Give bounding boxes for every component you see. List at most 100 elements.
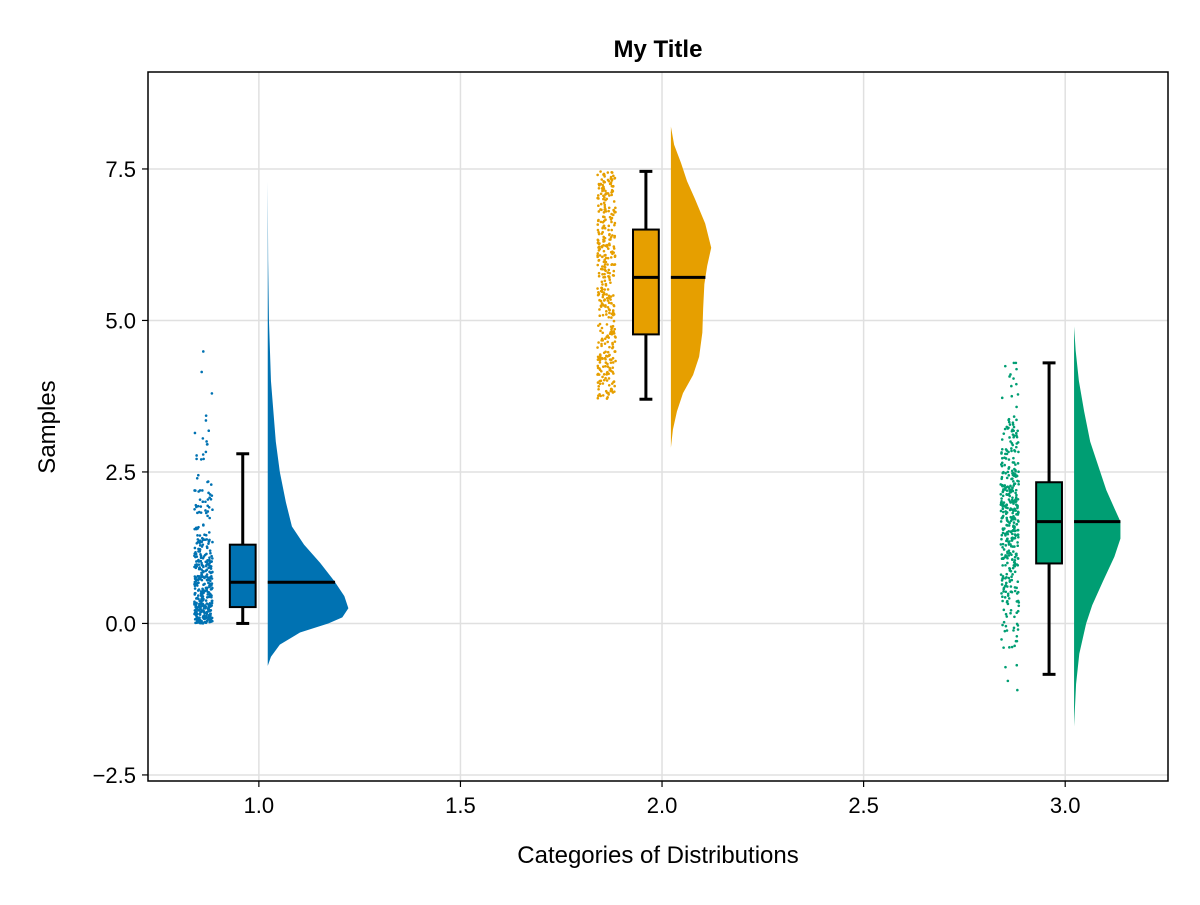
scatter-point bbox=[597, 293, 601, 296]
scatter-point bbox=[613, 327, 617, 331]
scatter-point bbox=[1015, 611, 1019, 615]
scatter-point bbox=[209, 577, 212, 580]
scatter-point bbox=[598, 242, 601, 245]
scatter-point bbox=[1013, 498, 1017, 502]
scatter-point bbox=[200, 571, 203, 575]
scatter-point bbox=[606, 350, 610, 354]
scatter-point bbox=[1013, 533, 1017, 536]
scatter-point bbox=[1008, 646, 1011, 649]
scatter-point bbox=[1010, 394, 1014, 398]
scatter-point bbox=[1014, 361, 1018, 365]
scatter-point bbox=[1015, 563, 1019, 566]
scatter-point bbox=[1012, 361, 1016, 365]
scatter-point bbox=[601, 220, 605, 224]
scatter-point bbox=[1016, 479, 1019, 483]
scatter-point bbox=[1006, 556, 1009, 560]
y-tick-label: 0.0 bbox=[105, 611, 136, 636]
scatter-point bbox=[193, 601, 196, 605]
scatter-point bbox=[200, 599, 204, 602]
scatter-point bbox=[1016, 393, 1020, 396]
scatter-point bbox=[200, 563, 204, 567]
scatter-point bbox=[204, 419, 208, 422]
scatter-point bbox=[1011, 421, 1015, 425]
scatter-point bbox=[1009, 519, 1013, 523]
scatter-point bbox=[200, 578, 204, 582]
scatter-point bbox=[200, 540, 204, 544]
scatter-point bbox=[206, 618, 210, 622]
scatter-point bbox=[611, 332, 615, 335]
scatter-point bbox=[597, 394, 600, 398]
scatter-point bbox=[601, 357, 604, 360]
scatter-point bbox=[195, 601, 198, 605]
scatter-point bbox=[211, 540, 214, 544]
scatter-point bbox=[1013, 589, 1017, 593]
scatter-point bbox=[1004, 471, 1007, 475]
scatter-point bbox=[204, 564, 208, 568]
scatter-point bbox=[198, 541, 202, 545]
scatter-point bbox=[596, 358, 600, 361]
scatter-point bbox=[206, 514, 209, 518]
scatter-point bbox=[196, 608, 200, 611]
scatter-point bbox=[603, 342, 607, 345]
scatter-point bbox=[208, 496, 211, 499]
scatter-point bbox=[1002, 484, 1006, 488]
scatter-point bbox=[201, 453, 205, 456]
scatter-point bbox=[201, 489, 204, 492]
scatter-point bbox=[999, 509, 1003, 513]
scatter-point bbox=[1016, 580, 1020, 584]
scatter-point bbox=[205, 545, 209, 548]
scatter-point bbox=[1000, 477, 1003, 481]
scatter-point bbox=[596, 252, 600, 255]
scatter-point bbox=[598, 361, 602, 364]
scatter-point bbox=[601, 365, 605, 368]
scatter-point bbox=[604, 364, 607, 368]
scatter-point bbox=[196, 511, 199, 515]
scatter-point bbox=[604, 389, 608, 393]
scatter-point bbox=[1001, 542, 1005, 546]
scatter-point bbox=[198, 612, 202, 616]
scatter-point bbox=[608, 271, 611, 275]
scatter-point bbox=[206, 504, 209, 508]
scatter-point bbox=[1005, 516, 1009, 520]
scatter-point bbox=[1001, 599, 1004, 603]
scatter-point bbox=[600, 280, 604, 284]
scatter-point bbox=[600, 290, 604, 294]
scatter-point bbox=[598, 308, 601, 311]
scatter-point bbox=[195, 454, 198, 457]
box bbox=[632, 228, 660, 336]
scatter-point bbox=[1015, 504, 1019, 507]
scatter-point bbox=[607, 383, 611, 387]
scatter-point bbox=[1005, 449, 1009, 452]
scatter-point bbox=[199, 458, 203, 461]
scatter-point bbox=[1009, 551, 1012, 555]
plot-frame bbox=[147, 71, 1169, 782]
scatter-point bbox=[1003, 364, 1007, 368]
scatter-point bbox=[601, 382, 605, 385]
scatter-point bbox=[611, 185, 615, 188]
scatter-point bbox=[204, 500, 207, 504]
scatter-point bbox=[210, 599, 214, 603]
scatter-point bbox=[604, 350, 607, 354]
scatter-point bbox=[1010, 469, 1014, 473]
scatter-point bbox=[1015, 639, 1019, 643]
scatter-point bbox=[1016, 533, 1020, 536]
scatter-point bbox=[613, 221, 617, 225]
scatter-point bbox=[596, 254, 599, 257]
scatter-point bbox=[1013, 559, 1017, 562]
scatter-point bbox=[210, 392, 214, 395]
scatter-point bbox=[1007, 520, 1010, 524]
scatter-point bbox=[1002, 620, 1006, 624]
scatter-point bbox=[1015, 418, 1018, 422]
scatter-point bbox=[612, 303, 615, 307]
scatter-point bbox=[613, 340, 617, 343]
scatter-point bbox=[612, 200, 616, 203]
scatter-point bbox=[1000, 638, 1003, 641]
scatter-point bbox=[1005, 530, 1009, 534]
scatter-point bbox=[609, 387, 613, 391]
scatter-point bbox=[208, 605, 211, 609]
y-tick-label: −2.5 bbox=[93, 763, 136, 788]
scatter-point bbox=[600, 326, 604, 330]
scatter-point bbox=[197, 605, 201, 609]
scatter-point bbox=[203, 620, 207, 624]
